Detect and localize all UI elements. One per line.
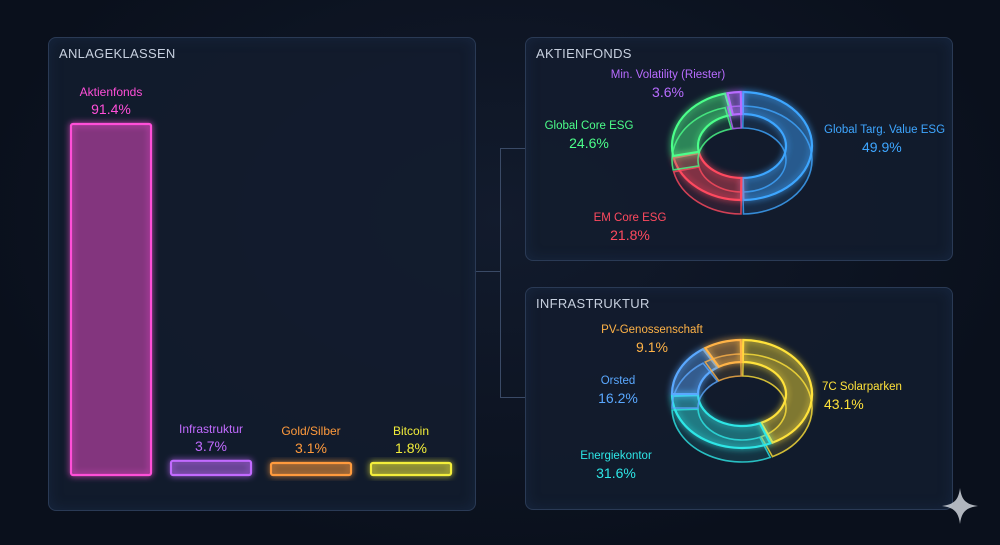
slice-label: Orsted xyxy=(601,375,636,387)
connector-line xyxy=(500,148,526,398)
slice-value-label: 9.1% xyxy=(636,339,668,355)
bar-gold-silber xyxy=(269,461,353,477)
slice-label: EM Core ESG xyxy=(594,212,667,224)
slice-value-label: 3.6% xyxy=(652,84,684,100)
connector-line xyxy=(474,271,500,272)
slice-value-label: 43.1% xyxy=(824,396,864,412)
aktienfonds-panel: AKTIENFONDS Global Targ. Value ESG 49.9% E… xyxy=(525,37,953,261)
slice-label: 7C Solarparken xyxy=(822,381,902,393)
slice-value-label: 31.6% xyxy=(596,465,636,481)
slice-label: Global Core ESG xyxy=(545,120,634,132)
aktienfonds-donut-chart: Global Targ. Value ESG 49.9% EM Core ESG 21… xyxy=(545,69,946,243)
bar-category-label: Aktienfonds xyxy=(80,85,143,99)
slice-value-label: 21.8% xyxy=(610,227,650,243)
slice-em-core-esg xyxy=(672,151,743,202)
bar-category-label: Gold/Silber xyxy=(281,424,340,438)
slice-value-label: 49.9% xyxy=(862,139,902,155)
bar-category-label: Infrastruktur xyxy=(179,422,243,436)
slice-value-label: 16.2% xyxy=(598,390,638,406)
slice-orsted xyxy=(670,347,720,396)
bar-infrastruktur xyxy=(169,459,253,477)
bar-bitcoin xyxy=(369,461,453,477)
asset-classes-panel: ANLAGEKLASSEN Aktienfonds 91.4% Infrastruk… xyxy=(48,37,476,511)
slice-global-core-esg xyxy=(670,92,733,158)
slice-min-volatility-riester xyxy=(726,90,743,116)
bar-value-label: 91.4% xyxy=(91,101,131,117)
panel-title: AKTIENFONDS xyxy=(536,46,632,61)
slice-global-targ-value-esg xyxy=(741,90,814,202)
bar-value-label: 3.1% xyxy=(295,440,327,456)
slice-value-label: 24.6% xyxy=(569,135,609,151)
slice-label: Global Targ. Value ESG xyxy=(824,124,945,136)
bar-aktienfonds xyxy=(69,122,153,477)
bar-value-label: 1.8% xyxy=(395,440,427,456)
bar-category-label: Bitcoin xyxy=(393,424,429,438)
infrastruktur-panel: INFRASTRUKTUR 7C Solarparken 43.1% Energie… xyxy=(525,287,953,510)
slice-pv-genossenschaft xyxy=(703,338,743,369)
slice-label: PV-Genossenschaft xyxy=(601,324,703,336)
bar-value-label: 3.7% xyxy=(195,438,227,454)
panel-title: INFRASTRUKTUR xyxy=(536,296,650,311)
panel-title: ANLAGEKLASSEN xyxy=(59,46,176,61)
slice-label: Energiekontor xyxy=(580,450,652,462)
infrastruktur-donut-chart: 7C Solarparken 43.1% Energiekontor 31.6% Ors… xyxy=(580,324,902,481)
slice-7c-solarparken xyxy=(741,338,814,444)
slice-label: Min. Volatility (Riester) xyxy=(611,69,726,81)
sparkle-icon xyxy=(942,488,978,524)
asset-classes-bar-chart: Aktienfonds 91.4% Infrastruktur 3.7% Gold/Si… xyxy=(69,85,453,477)
